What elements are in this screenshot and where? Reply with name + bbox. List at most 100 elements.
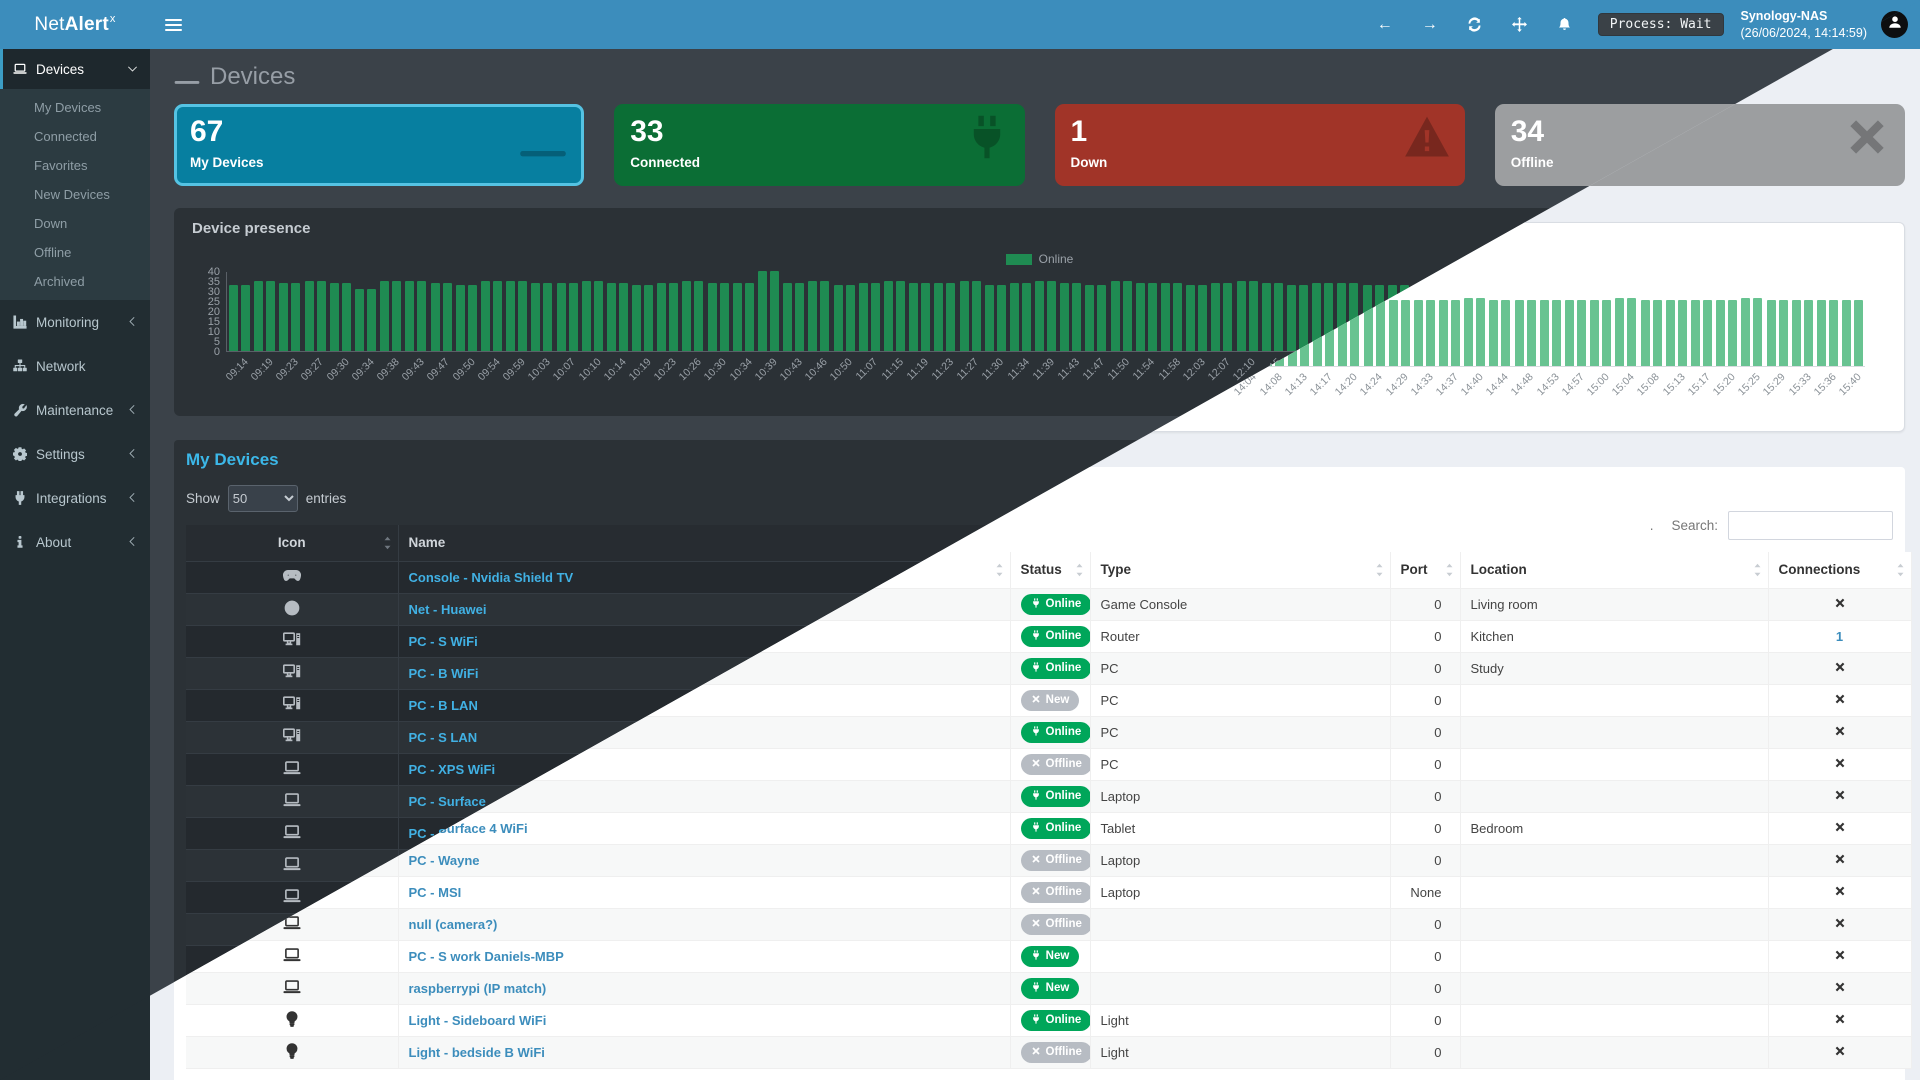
device-name-link[interactable]: PC - MSI — [408, 884, 462, 900]
card-my-devices[interactable]: 67 My Devices — [174, 104, 585, 186]
x-tick-label: 15:00 — [1584, 371, 1612, 399]
move-icon[interactable] — [1511, 16, 1529, 34]
chart-bar — [1551, 300, 1561, 366]
x-tick-label: 09:23 — [273, 356, 302, 384]
x-tick-label: 09:14 — [223, 356, 251, 384]
chart-bar — [606, 283, 616, 351]
chart-bar — [984, 285, 994, 351]
x-tick-label: 09:54 — [475, 356, 503, 384]
search-input[interactable] — [1728, 511, 1893, 540]
x-tick-label: 14:33 — [1408, 371, 1436, 399]
column-header-port[interactable]: Port — [1390, 552, 1461, 589]
no-connections-icon — [1834, 757, 1846, 772]
xmark-icon — [1843, 114, 1891, 165]
chart-bar — [556, 283, 566, 351]
card-down[interactable]: 1 Down — [1054, 104, 1465, 186]
device-name-link[interactable]: Console - Nvidia Shield TV — [408, 569, 574, 585]
no-connections-icon — [1834, 949, 1846, 964]
x-tick-label: 09:19 — [248, 356, 276, 384]
bell-icon[interactable] — [1556, 16, 1574, 34]
column-header-location[interactable]: Location — [1460, 552, 1769, 589]
sidebar-item-monitoring[interactable]: Monitoring — [0, 300, 150, 344]
device-name-link[interactable]: null (camera?) — [408, 916, 498, 932]
sidebar-item-about[interactable]: About — [0, 520, 150, 564]
sidebar-item-devices[interactable]: Devices — [0, 49, 150, 89]
device-name-link[interactable]: PC - S WiFi — [408, 633, 478, 649]
sidebar-subitem-new-devices[interactable]: New Devices — [34, 187, 110, 202]
no-connections-icon — [1834, 885, 1846, 900]
chart-bar — [1085, 285, 1095, 351]
x-tick-label: 10:46 — [802, 356, 830, 384]
device-name-link[interactable]: raspberrypi (IP match) — [408, 980, 547, 996]
connections-link[interactable]: 1 — [1835, 628, 1844, 644]
column-header-name[interactable]: Name — [398, 525, 1011, 562]
status-badge: Offline — [1020, 881, 1089, 903]
device-name-link[interactable]: PC - Surface — [408, 793, 486, 809]
device-name-link[interactable]: PC - Wayne — [408, 852, 480, 868]
desktop-icon — [282, 727, 301, 747]
chart-bar — [1753, 298, 1763, 366]
status-label: Online — [1045, 822, 1082, 834]
chart-bar — [820, 281, 830, 351]
chart-bar — [1147, 283, 1157, 351]
sidebar-subitem-my-devices[interactable]: My Devices — [34, 100, 102, 115]
column-header-icon[interactable]: Icon — [186, 525, 399, 562]
page-size-select[interactable]: 50 — [227, 485, 298, 512]
person-icon — [1887, 14, 1903, 35]
x-tick-label: 11:58 — [1156, 356, 1183, 383]
device-name-link[interactable]: Light - bedside B WiFi — [408, 1044, 545, 1060]
sidebar-subitem-down[interactable]: Down — [34, 216, 68, 231]
xmark-icon — [1031, 918, 1041, 931]
no-connections-icon — [1834, 725, 1846, 740]
search-label: Search: — [1671, 518, 1718, 533]
sidebar-item-maintenance[interactable]: Maintenance — [0, 388, 150, 432]
sidebar-item-label: Network — [36, 358, 86, 374]
device-port: 0 — [1390, 716, 1461, 749]
sidebar-subitem-connected[interactable]: Connected — [34, 129, 97, 144]
sidebar-subitem-offline[interactable]: Offline — [34, 245, 72, 260]
desktop-icon — [282, 695, 301, 715]
device-connections: 1 — [1768, 620, 1912, 653]
page-title: Devices — [210, 63, 296, 90]
device-location — [1460, 940, 1769, 973]
y-tick-label: 0 — [213, 346, 220, 358]
chart-bar — [405, 281, 415, 351]
card-connected[interactable]: 33 Connected — [614, 104, 1025, 186]
column-header-status[interactable]: Status — [1010, 552, 1091, 589]
plug-icon — [1031, 789, 1041, 803]
chart-bar — [946, 283, 956, 351]
sidebar-item-network[interactable]: Network — [0, 344, 150, 388]
sidebar-subitem-archived[interactable]: Archived — [34, 274, 85, 289]
device-name-link[interactable]: PC - XPS WiFi — [408, 761, 496, 777]
sidebar-item-integrations[interactable]: Integrations — [0, 476, 150, 520]
device-name-link[interactable]: PC - B LAN — [408, 697, 478, 713]
device-name-link[interactable]: PC - S LAN — [408, 729, 478, 745]
arrow-right-icon[interactable]: → — [1421, 15, 1438, 33]
no-connections-icon — [1834, 597, 1846, 612]
chart-bar — [694, 281, 704, 351]
sidebar-toggle-icon[interactable] — [150, 0, 196, 49]
device-name-link[interactable]: PC - B WiFi — [408, 665, 479, 681]
device-name-link[interactable]: Light - Sideboard WiFi — [408, 1012, 547, 1028]
chart-legend: Online — [192, 252, 1887, 266]
x-tick-label: 09:27 — [299, 356, 327, 384]
device-location — [1460, 844, 1769, 877]
arrow-left-icon[interactable]: ← — [1376, 15, 1393, 33]
status-badge: Online — [1020, 625, 1089, 647]
y-tick-label: 20 — [207, 306, 220, 318]
chart-bar — [1803, 300, 1813, 366]
card-value: 33 — [630, 115, 664, 148]
column-header-type[interactable]: Type — [1090, 552, 1391, 589]
sidebar-item-settings[interactable]: Settings — [0, 432, 150, 476]
chart-bar — [971, 281, 981, 351]
x-tick-label: 09:43 — [399, 356, 427, 384]
column-header-connections[interactable]: Connections — [1768, 552, 1912, 589]
device-name-link[interactable]: Net - Huawei — [408, 601, 487, 617]
sidebar-subitem-favorites[interactable]: Favorites — [34, 158, 88, 173]
x-tick-label: 15:25 — [1735, 371, 1763, 399]
device-name-link[interactable]: PC - S work Daniels-MBP — [408, 948, 564, 964]
x-tick-label: 09:59 — [500, 356, 528, 384]
sync-icon[interactable] — [1466, 16, 1484, 34]
y-tick-label: 15 — [207, 316, 220, 328]
